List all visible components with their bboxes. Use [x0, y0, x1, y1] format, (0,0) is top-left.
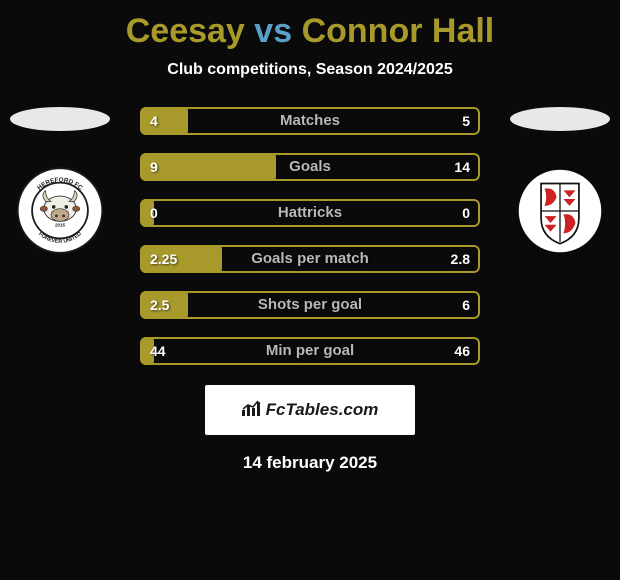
- svg-text:2015: 2015: [55, 223, 66, 228]
- attribution-logo: FcTables.com: [205, 385, 415, 435]
- stat-bar: 0Hattricks0: [140, 199, 480, 227]
- stat-bar: 2.25Goals per match2.8: [140, 245, 480, 273]
- stat-label: Matches: [140, 107, 480, 135]
- player1-name: Ceesay: [126, 12, 245, 50]
- chart-icon: [242, 400, 262, 421]
- stats-bars: 4Matches5 9Goals14 0Hattricks0 2.25Goals pe…: [140, 107, 480, 365]
- comparison-title: Ceesay vs Connor Hall: [0, 0, 620, 51]
- stat-label: Goals per match: [140, 245, 480, 273]
- title-separator: vs: [254, 12, 292, 50]
- comparison-date: 14 february 2025: [0, 453, 620, 473]
- stat-value-right: 6: [462, 291, 470, 319]
- player1-photo-placeholder: [10, 107, 110, 131]
- player1-badge-column: HEREFORD FC FOREVER UNITED 2015: [0, 107, 120, 258]
- player2-club-crest: [515, 163, 605, 258]
- stat-value-right: 14: [454, 153, 470, 181]
- stat-bar: 4Matches5: [140, 107, 480, 135]
- stat-label: Goals: [140, 153, 480, 181]
- stat-bar: 44Min per goal46: [140, 337, 480, 365]
- stat-value-right: 5: [462, 107, 470, 135]
- player2-photo-placeholder: [510, 107, 610, 131]
- comparison-panel: HEREFORD FC FOREVER UNITED 2015: [0, 107, 620, 473]
- stat-bar: 9Goals14: [140, 153, 480, 181]
- stat-value-right: 2.8: [451, 245, 470, 273]
- stat-value-right: 0: [462, 199, 470, 227]
- stat-label: Min per goal: [140, 337, 480, 365]
- stat-label: Shots per goal: [140, 291, 480, 319]
- stat-label: Hattricks: [140, 199, 480, 227]
- player2-name: Connor Hall: [302, 12, 495, 50]
- player1-club-crest: HEREFORD FC FOREVER UNITED 2015: [15, 163, 105, 258]
- subtitle: Club competitions, Season 2024/2025: [0, 61, 620, 79]
- stat-bar: 2.5Shots per goal6: [140, 291, 480, 319]
- attribution-text: FcTables.com: [266, 400, 379, 420]
- stat-value-right: 46: [454, 337, 470, 365]
- player2-badge-column: [500, 107, 620, 258]
